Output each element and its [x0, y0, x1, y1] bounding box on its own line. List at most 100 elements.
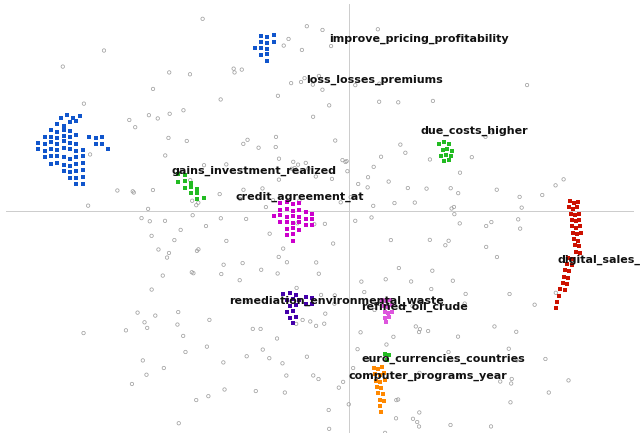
Point [272, 335, 282, 342]
Point [387, 302, 397, 309]
Point [481, 222, 492, 229]
Point [436, 152, 446, 159]
Point [121, 327, 131, 334]
Point [288, 158, 298, 165]
Point [256, 266, 266, 273]
Point [282, 231, 292, 238]
Point [148, 86, 158, 93]
Point [380, 350, 390, 357]
Point [160, 152, 170, 159]
Point [445, 421, 456, 428]
Point [285, 302, 295, 309]
Point [164, 69, 174, 76]
Point [59, 168, 69, 175]
Text: gains_investment_realized: gains_investment_realized [172, 166, 337, 177]
Point [175, 226, 186, 233]
Point [571, 225, 581, 232]
Point [371, 377, 381, 384]
Point [383, 178, 394, 185]
Point [393, 99, 403, 106]
Point [143, 205, 153, 212]
Point [376, 378, 386, 385]
Point [350, 82, 360, 89]
Point [346, 194, 356, 201]
Point [421, 185, 431, 192]
Point [144, 112, 154, 119]
Point [440, 151, 451, 158]
Point [228, 65, 239, 72]
Point [428, 97, 438, 104]
Point [316, 291, 326, 298]
Point [481, 133, 491, 140]
Point [307, 222, 317, 229]
Point [425, 236, 435, 243]
Point [262, 39, 273, 46]
Point [71, 132, 81, 139]
Point [572, 204, 582, 211]
Point [309, 221, 319, 228]
Point [216, 271, 227, 277]
Point [573, 199, 583, 206]
Point [296, 79, 306, 86]
Point [188, 270, 198, 277]
Point [204, 393, 214, 400]
Point [529, 301, 540, 308]
Point [328, 240, 339, 247]
Point [46, 161, 56, 168]
Text: refined_oil_crude: refined_oil_crude [362, 302, 468, 312]
Point [264, 355, 275, 362]
Point [260, 204, 271, 211]
Point [282, 309, 292, 316]
Point [378, 302, 388, 309]
Point [407, 302, 417, 309]
Point [387, 308, 397, 315]
Point [273, 253, 284, 260]
Point [344, 401, 354, 408]
Point [220, 386, 230, 393]
Point [307, 301, 317, 308]
Point [511, 328, 522, 335]
Point [191, 396, 202, 403]
Point [288, 212, 298, 219]
Point [185, 177, 195, 184]
Point [103, 146, 113, 153]
Point [507, 375, 517, 382]
Point [381, 298, 391, 305]
Point [377, 364, 387, 371]
Point [46, 127, 56, 134]
Point [490, 323, 500, 330]
Point [337, 156, 348, 163]
Point [380, 314, 390, 321]
Point [386, 236, 396, 243]
Point [264, 230, 275, 237]
Point [291, 320, 301, 327]
Point [269, 32, 279, 39]
Point [338, 378, 348, 385]
Point [77, 166, 88, 173]
Point [145, 218, 155, 225]
Point [46, 139, 56, 146]
Point [486, 423, 496, 430]
Point [285, 290, 295, 297]
Point [127, 188, 138, 195]
Point [46, 145, 56, 152]
Point [132, 309, 143, 316]
Point [173, 171, 184, 178]
Point [374, 372, 385, 379]
Point [288, 231, 298, 238]
Point [373, 390, 383, 397]
Point [575, 223, 585, 230]
Point [77, 160, 88, 167]
Point [301, 160, 311, 166]
Point [311, 259, 321, 266]
Point [46, 153, 56, 160]
Point [383, 303, 393, 310]
Point [442, 145, 452, 152]
Point [74, 113, 84, 120]
Point [564, 268, 575, 275]
Point [71, 174, 81, 181]
Point [575, 249, 585, 256]
Point [440, 242, 451, 249]
Point [389, 200, 399, 207]
Point [385, 296, 395, 303]
